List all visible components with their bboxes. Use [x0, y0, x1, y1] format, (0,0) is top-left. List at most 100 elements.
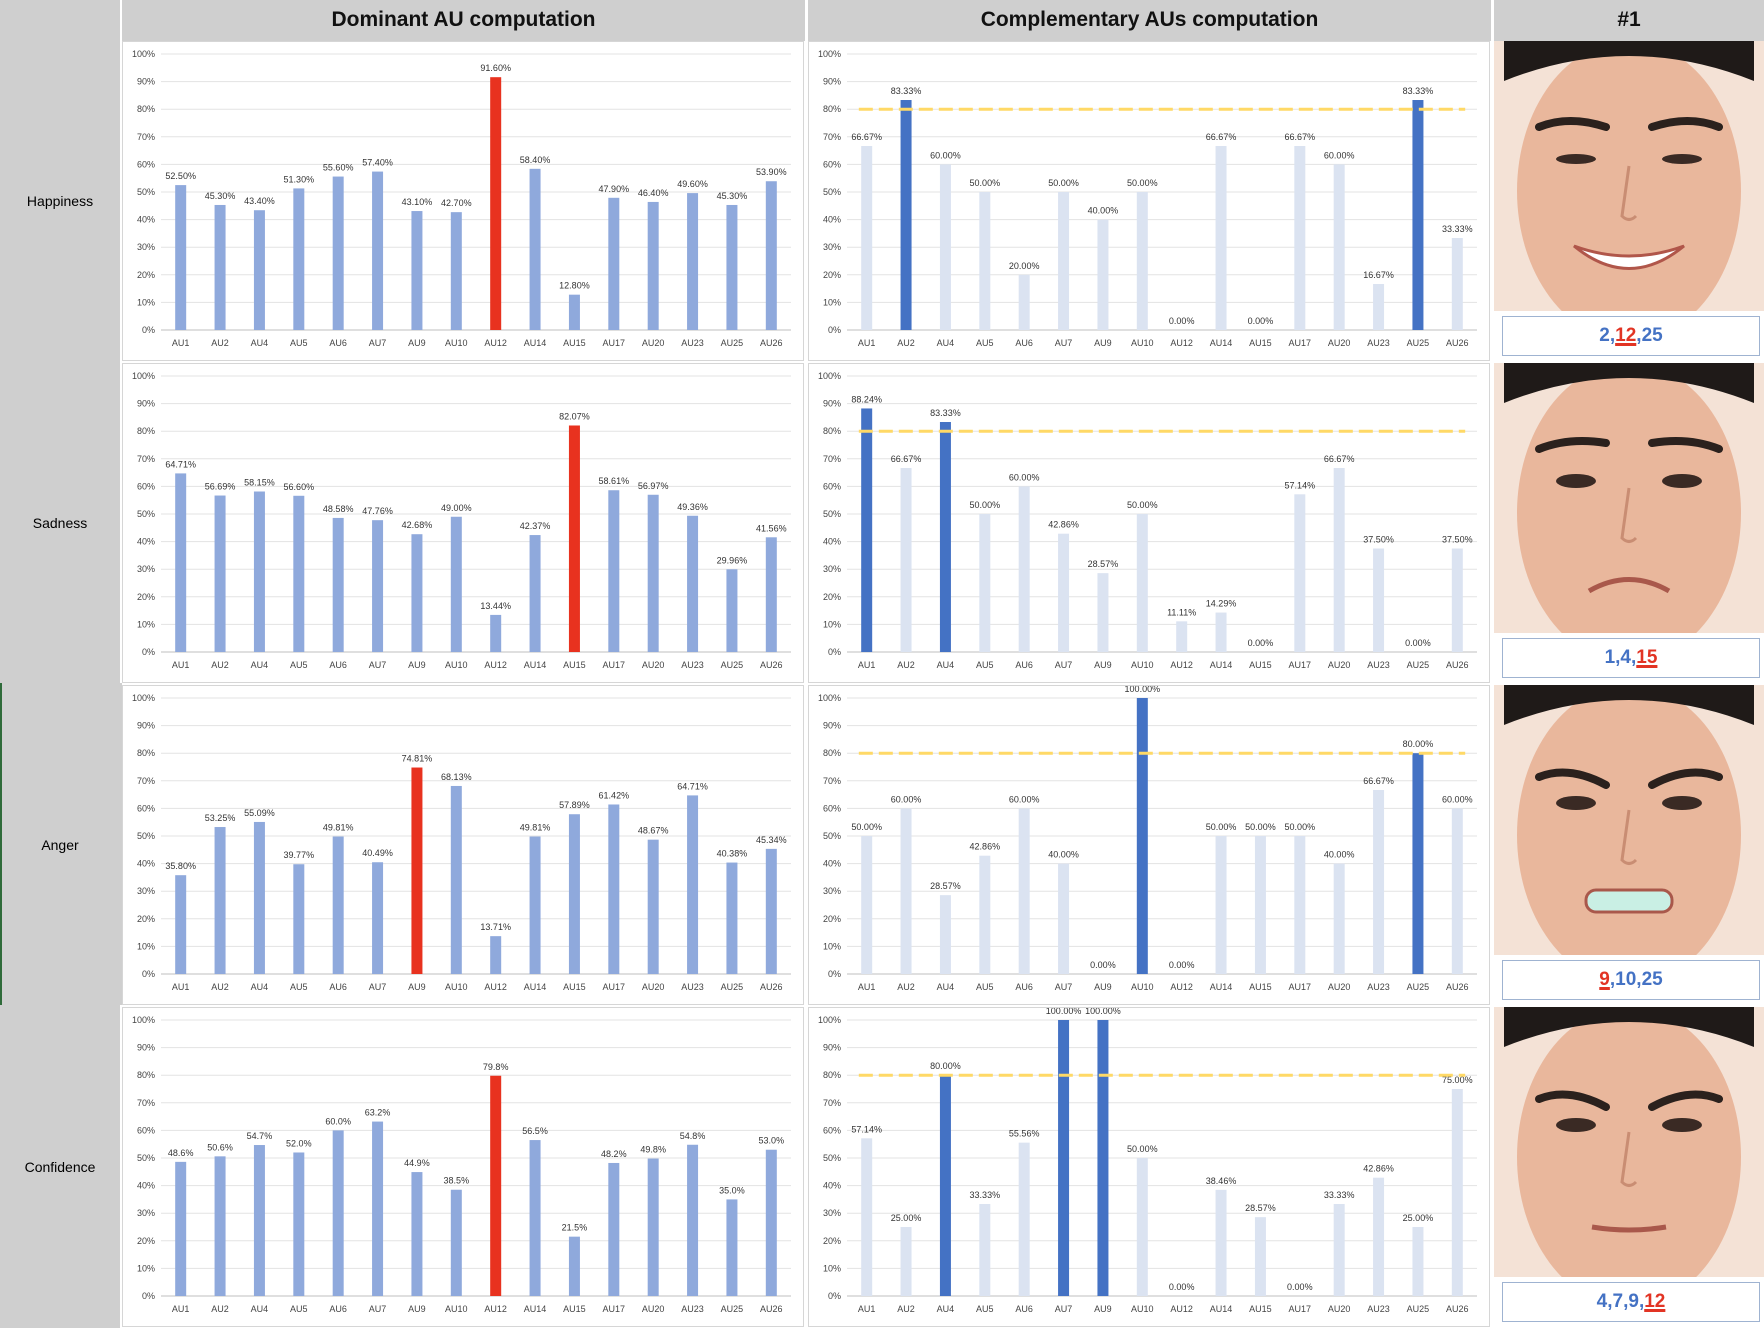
x-tick-label: AU9 [1094, 982, 1112, 992]
data-label: 33.33% [970, 1190, 1001, 1200]
bar-au2 [900, 467, 912, 652]
y-tick-label: 40% [137, 215, 155, 225]
bar-au15 [568, 1236, 580, 1296]
header-complementary: Complementary AUs computation [980, 8, 1319, 31]
x-tick-label: AU17 [603, 982, 626, 992]
x-tick-label: AU7 [369, 982, 387, 992]
data-label: 53.0% [759, 1136, 785, 1146]
x-tick-label: AU2 [897, 1304, 915, 1314]
bar-au4 [939, 895, 951, 974]
x-tick-label: AU14 [524, 660, 547, 670]
x-tick-label: AU5 [290, 1304, 308, 1314]
y-tick-label: 100% [132, 693, 155, 703]
data-label: 55.09% [244, 808, 275, 818]
y-tick-label: 20% [137, 270, 155, 280]
bar-au9 [411, 534, 423, 652]
y-tick-label: 80% [137, 1070, 155, 1080]
data-label: 49.00% [441, 503, 472, 513]
bar-au5 [979, 855, 991, 974]
y-tick-label: 70% [137, 454, 155, 464]
left-eyebrow [1535, 117, 1610, 131]
y-tick-label: 0% [142, 647, 155, 657]
hair [1504, 363, 1754, 403]
x-tick-label: AU17 [603, 1304, 626, 1314]
data-label: 53.25% [205, 813, 236, 823]
hair [1504, 685, 1754, 725]
y-tick-label: 50% [137, 187, 155, 197]
data-label: 11.11% [1167, 607, 1196, 617]
bar-au2 [214, 827, 226, 974]
data-label: 40.38% [717, 849, 748, 859]
x-tick-label: AU20 [642, 982, 665, 992]
y-tick-label: 90% [137, 77, 155, 87]
bar-au6 [332, 517, 344, 652]
code-separator: , [1623, 1291, 1629, 1312]
chart-frame-complementary-sadness: 0% 10% 20% 30% 40% 50% 60% 70% 80% 90% 100% 88.24% A… [808, 363, 1490, 683]
y-tick-label: 40% [823, 537, 841, 547]
data-label: 49.36% [677, 502, 708, 512]
data-label: 40.00% [1324, 850, 1355, 860]
y-tick-label: 50% [823, 1153, 841, 1163]
x-tick-label: AU10 [445, 982, 468, 992]
bar-au23 [687, 515, 699, 652]
x-tick-label: AU20 [642, 338, 665, 348]
x-tick-label: AU14 [1210, 1304, 1233, 1314]
x-tick-label: AU15 [563, 338, 586, 348]
x-tick-label: AU26 [1446, 660, 1469, 670]
x-tick-label: AU10 [1131, 982, 1154, 992]
data-label: 45.30% [717, 191, 748, 201]
x-tick-label: AU1 [858, 338, 876, 348]
data-label: 63.2% [365, 1108, 391, 1118]
complementary-au-code: 25 [1641, 325, 1663, 346]
chart-dominant-confidence: 0% 10% 20% 30% 40% 50% 60% 70% 80% 90% 100% 48.6% AU… [132, 1015, 791, 1314]
y-tick-label: 50% [823, 509, 841, 519]
data-label: 28.57% [1088, 559, 1119, 569]
x-tick-label: AU2 [897, 982, 915, 992]
bar-au7 [372, 1121, 384, 1296]
data-label: 56.5% [522, 1126, 548, 1136]
y-tick-label: 100% [132, 1015, 155, 1025]
y-tick-label: 20% [823, 270, 841, 280]
mouth [1573, 244, 1685, 270]
row-label-happiness: Happiness [26, 193, 94, 209]
data-label: 43.40% [244, 196, 275, 206]
x-tick-label: AU9 [1094, 660, 1112, 670]
y-tick-label: 60% [137, 481, 155, 491]
y-tick-label: 70% [137, 132, 155, 142]
y-tick-label: 70% [823, 776, 841, 786]
data-label: 49.81% [323, 823, 354, 833]
bar-au14 [529, 836, 541, 974]
y-tick-label: 80% [823, 426, 841, 436]
y-tick-label: 100% [132, 49, 155, 59]
x-tick-label: AU23 [1367, 982, 1390, 992]
data-label: 66.67% [851, 132, 882, 142]
y-tick-label: 10% [137, 297, 155, 307]
header-dominant: Dominant AU computation [331, 8, 596, 31]
bar-au20 [1333, 467, 1345, 652]
chart-frame-dominant-sadness: 0% 10% 20% 30% 40% 50% 60% 70% 80% 90% 100% 64.71% A… [122, 363, 804, 683]
bar-au14 [1215, 612, 1227, 652]
bar-au5 [979, 1204, 991, 1296]
complementary-au-code: 4 [1620, 647, 1631, 668]
x-tick-label: AU1 [858, 1304, 876, 1314]
data-label: 53.90% [756, 167, 787, 177]
data-label: 66.67% [1206, 132, 1237, 142]
y-tick-label: 60% [823, 803, 841, 813]
bar-au12 [490, 936, 502, 974]
bar-au1 [861, 145, 873, 330]
left-eye [1556, 1118, 1596, 1132]
bar-au23 [1373, 789, 1385, 974]
data-label: 50.00% [1206, 822, 1237, 832]
x-tick-label: AU1 [172, 338, 190, 348]
y-tick-label: 60% [137, 803, 155, 813]
x-tick-label: AU23 [681, 982, 704, 992]
bar-au15 [568, 814, 580, 974]
y-tick-label: 10% [823, 941, 841, 951]
bar-au4 [253, 821, 265, 974]
x-tick-label: AU12 [484, 660, 507, 670]
x-tick-label: AU26 [760, 338, 783, 348]
bar-au14 [1215, 836, 1227, 974]
x-tick-label: AU12 [484, 1304, 507, 1314]
data-label: 88.24% [851, 394, 882, 404]
x-tick-label: AU4 [937, 660, 955, 670]
